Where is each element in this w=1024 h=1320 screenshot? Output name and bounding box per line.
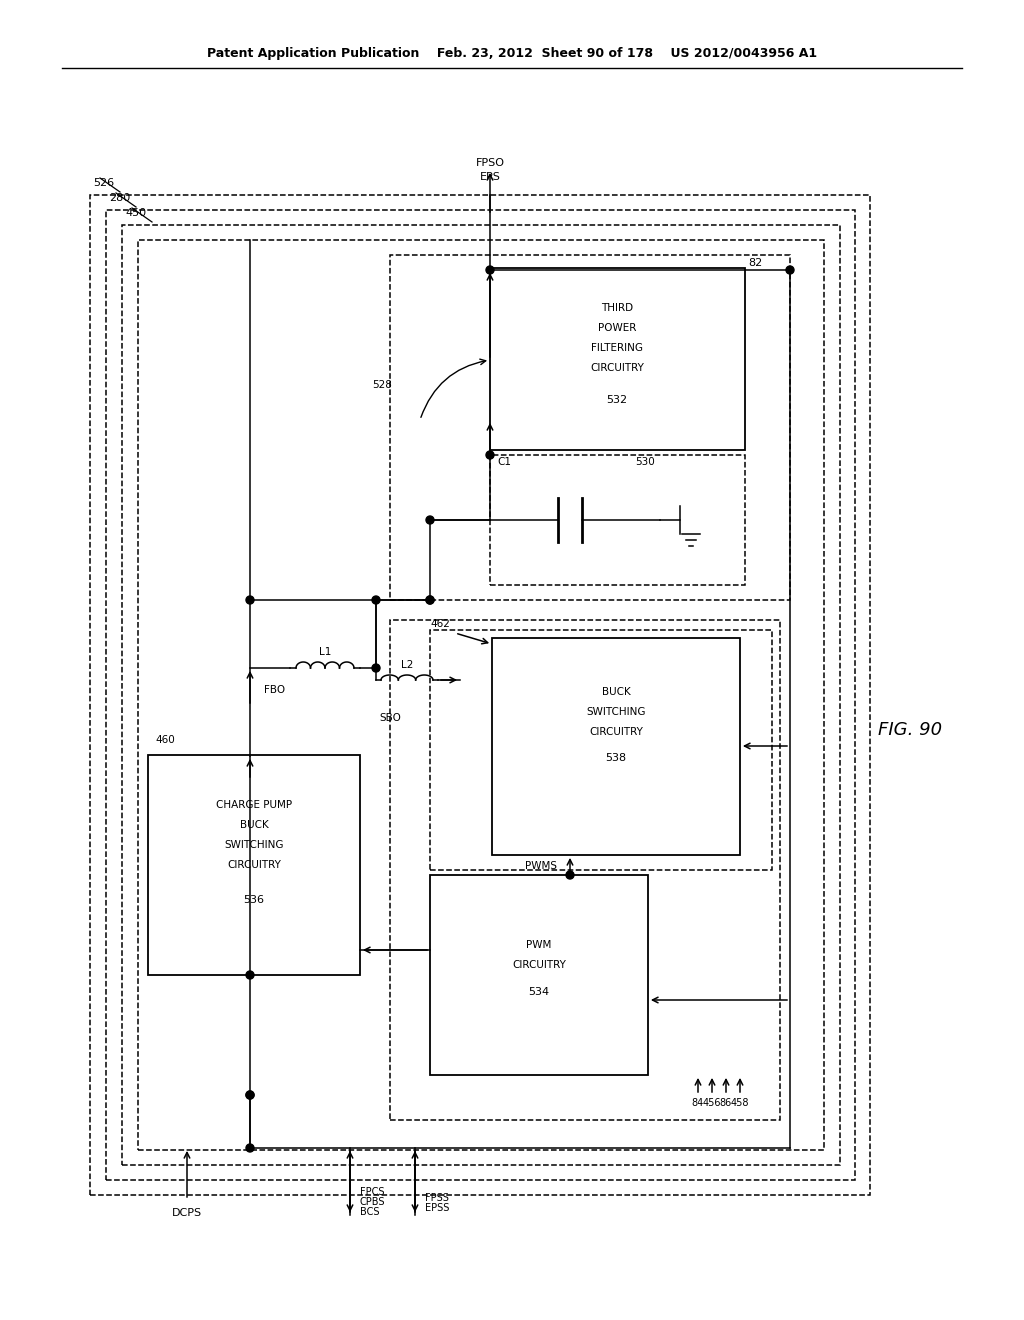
Text: 460: 460 — [155, 735, 175, 744]
Circle shape — [566, 871, 574, 879]
Circle shape — [246, 1092, 254, 1100]
Text: PWMS: PWMS — [525, 861, 557, 871]
Text: FBO: FBO — [264, 685, 286, 696]
Bar — [148, 755, 360, 975]
Text: FPCS: FPCS — [360, 1187, 384, 1197]
Text: CIRCUITRY: CIRCUITRY — [227, 861, 281, 870]
Circle shape — [246, 972, 254, 979]
Text: CHARGE PUMP: CHARGE PUMP — [216, 800, 292, 810]
Text: FPSS: FPSS — [425, 1193, 449, 1203]
Text: CIRCUITRY: CIRCUITRY — [512, 960, 566, 970]
Text: BCS: BCS — [360, 1206, 380, 1217]
Text: 280: 280 — [109, 193, 130, 203]
Bar — [138, 240, 824, 1150]
Text: 530: 530 — [635, 457, 654, 467]
Text: 528: 528 — [372, 380, 392, 389]
Bar — [430, 630, 772, 870]
Text: 538: 538 — [605, 752, 627, 763]
Circle shape — [372, 664, 380, 672]
Circle shape — [426, 516, 434, 524]
Circle shape — [486, 267, 494, 275]
Text: BUCK: BUCK — [602, 686, 631, 697]
Text: 532: 532 — [606, 395, 628, 405]
Text: 82: 82 — [748, 257, 762, 268]
Text: 534: 534 — [528, 987, 550, 997]
Text: 462: 462 — [430, 619, 450, 630]
Text: CIRCUITRY: CIRCUITRY — [590, 363, 644, 374]
Text: C1: C1 — [497, 457, 511, 467]
Bar — [390, 620, 780, 1119]
Text: EPSS: EPSS — [425, 1203, 450, 1213]
Circle shape — [486, 451, 494, 459]
Circle shape — [786, 267, 794, 275]
Circle shape — [246, 597, 254, 605]
Text: EPS: EPS — [479, 172, 501, 182]
Text: DCPS: DCPS — [172, 1208, 202, 1218]
Text: L2: L2 — [400, 660, 414, 671]
Text: 450: 450 — [125, 209, 146, 218]
Text: FIG. 90: FIG. 90 — [878, 721, 942, 739]
Circle shape — [426, 597, 434, 605]
Bar — [106, 210, 855, 1180]
Text: THIRD: THIRD — [601, 304, 633, 313]
Text: 458: 458 — [731, 1098, 750, 1107]
Bar — [390, 255, 790, 601]
Text: BUCK: BUCK — [240, 820, 268, 830]
Text: POWER: POWER — [598, 323, 636, 333]
Text: PWM: PWM — [526, 940, 552, 950]
Text: FILTERING: FILTERING — [591, 343, 643, 352]
Bar — [492, 638, 740, 855]
Text: 84: 84 — [692, 1098, 705, 1107]
Text: SWITCHING: SWITCHING — [587, 708, 646, 717]
Bar — [90, 195, 870, 1195]
Text: 86: 86 — [720, 1098, 732, 1107]
Text: FPSO: FPSO — [475, 158, 505, 168]
Text: Patent Application Publication    Feb. 23, 2012  Sheet 90 of 178    US 2012/0043: Patent Application Publication Feb. 23, … — [207, 48, 817, 61]
Circle shape — [246, 1144, 254, 1152]
Bar — [490, 455, 745, 585]
Text: 536: 536 — [244, 895, 264, 906]
Text: SWITCHING: SWITCHING — [224, 840, 284, 850]
Bar — [122, 224, 840, 1166]
Text: CPBS: CPBS — [360, 1197, 385, 1206]
Circle shape — [246, 1092, 254, 1100]
Bar — [490, 268, 745, 450]
Text: L1: L1 — [318, 647, 331, 657]
Text: 456: 456 — [702, 1098, 721, 1107]
Text: SBO: SBO — [379, 713, 401, 723]
Circle shape — [372, 597, 380, 605]
Circle shape — [426, 597, 434, 605]
Bar — [430, 875, 648, 1074]
Text: CIRCUITRY: CIRCUITRY — [589, 727, 643, 737]
Text: 526: 526 — [93, 178, 114, 187]
